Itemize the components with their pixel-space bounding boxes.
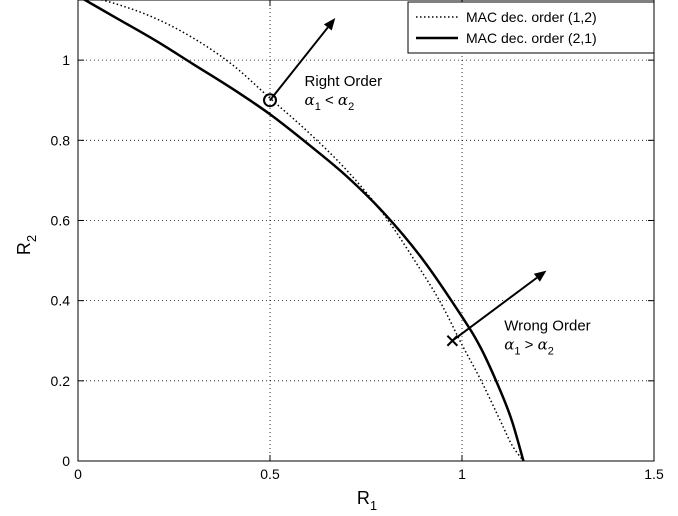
series-layer <box>82 0 525 462</box>
plot-frame <box>77 0 655 462</box>
annotation-inequality: α1 < α2 <box>305 91 355 113</box>
grid <box>78 0 654 461</box>
annotation-title: Right Order <box>305 73 383 90</box>
x-axis-label: R1 <box>357 488 377 513</box>
y-tick-label: 1 <box>62 52 70 68</box>
circle-marker <box>263 93 277 108</box>
y-tick-label: 0 <box>62 453 70 469</box>
y-tick-label: 0.8 <box>51 132 71 148</box>
annotation-inequality: α1 > α2 <box>504 336 554 358</box>
legend-box <box>407 1 655 54</box>
y-tick-label: 0.6 <box>51 212 71 228</box>
y-tick-label: 0.2 <box>51 373 71 389</box>
ticks: 0 0.5 1 1.5 0 0.2 0.4 0.6 0.8 1 <box>51 0 664 482</box>
cross-marker-stroke <box>446 335 459 347</box>
x-tick-label: 0.5 <box>260 466 280 482</box>
series-line-order-21 <box>82 0 525 462</box>
y-axis-label: R2 <box>14 235 39 255</box>
cross-marker <box>446 335 459 347</box>
y-tick-label: 0.4 <box>51 293 71 309</box>
markers <box>263 18 547 347</box>
arrow-head-1 <box>323 18 336 31</box>
arrow-shaft-1 <box>269 26 329 101</box>
x-tick-label: 0 <box>74 466 82 482</box>
arrow-shaft-2 <box>451 276 538 342</box>
x-tick-label: 1 <box>458 466 466 482</box>
annotation-title: Wrong Order <box>504 318 590 335</box>
arrow-head-2 <box>533 270 547 282</box>
legend: MAC dec. order (1,2) MAC dec. order (2,1… <box>407 1 655 54</box>
legend-label-order-21: MAC dec. order (2,1) <box>466 30 597 46</box>
x-tick-label: 1.5 <box>644 466 664 482</box>
legend-label-order-12: MAC dec. order (1,2) <box>466 9 597 25</box>
